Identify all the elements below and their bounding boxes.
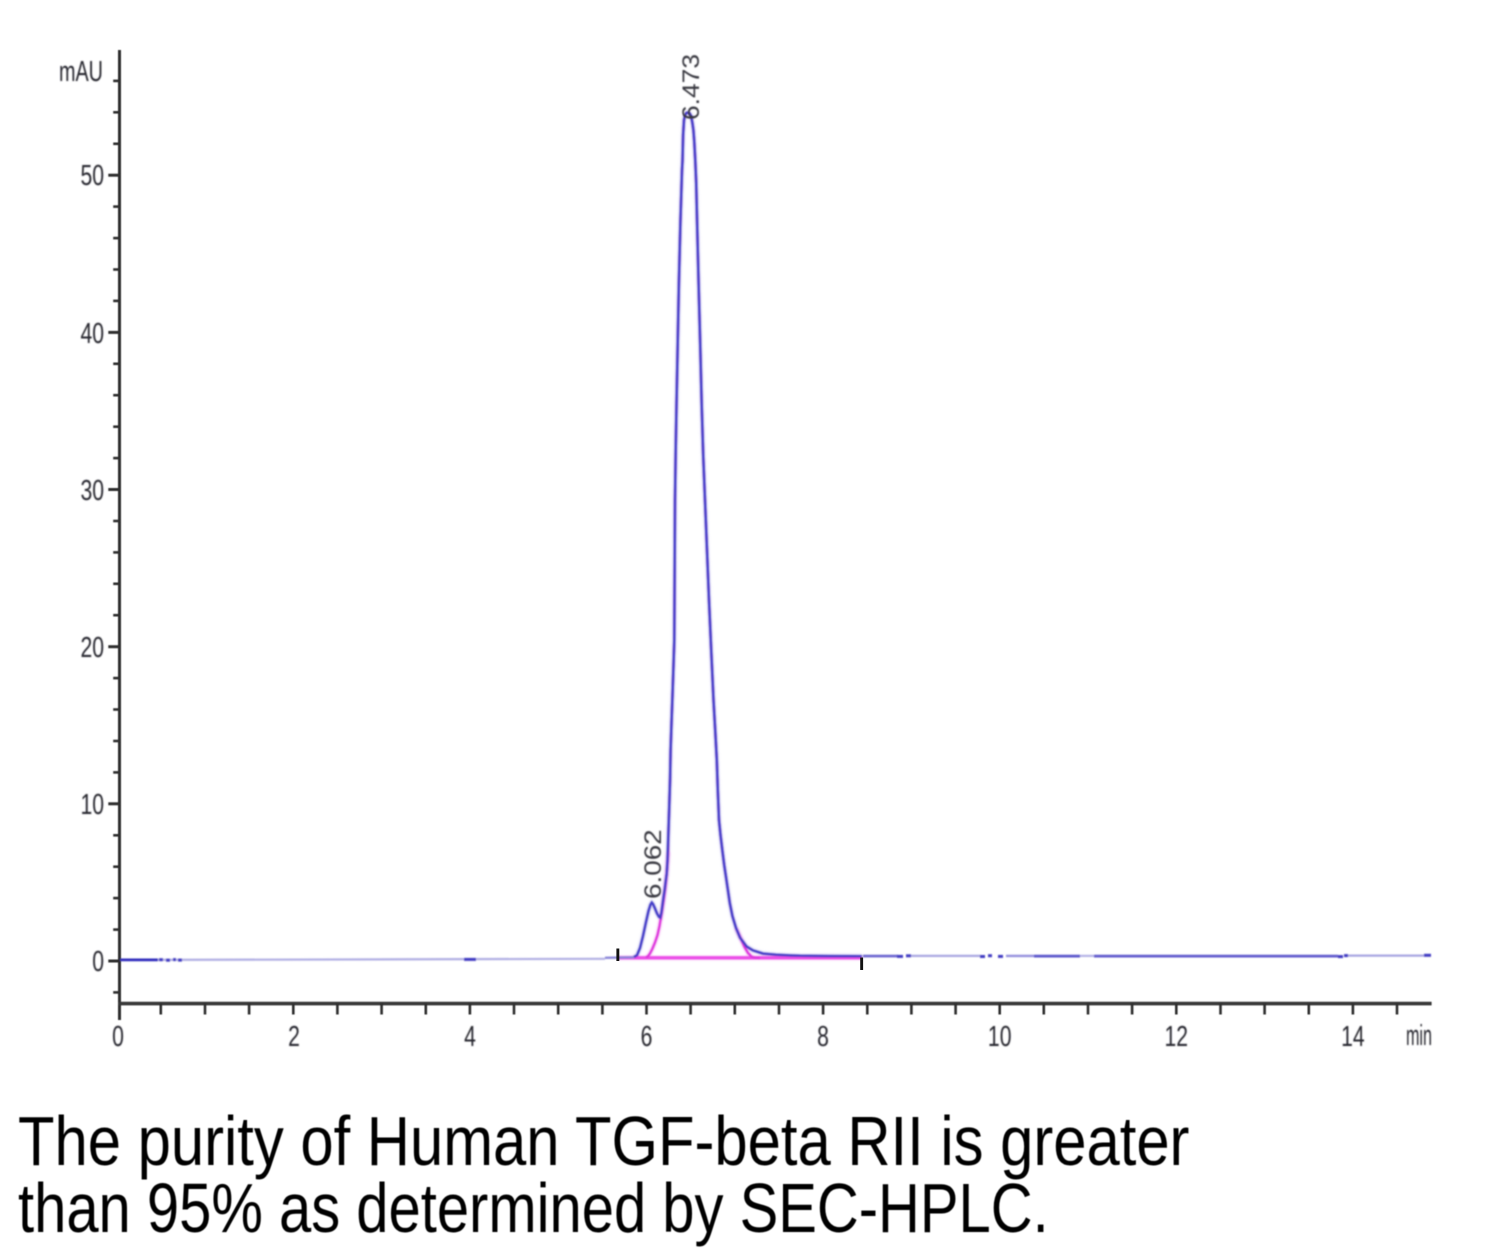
svg-text:The purity of Human TGF-beta R: The purity of Human TGF-beta RII is grea… [18, 1102, 1189, 1181]
svg-text:than 95% as determined by SEC-: than 95% as determined by SEC-HPLC. [18, 1169, 1049, 1247]
svg-text:0: 0 [92, 946, 104, 978]
svg-text:4: 4 [464, 1021, 476, 1053]
svg-text:8: 8 [817, 1021, 829, 1053]
svg-text:40: 40 [80, 318, 104, 350]
svg-text:min: min [1406, 1019, 1432, 1051]
svg-text:50: 50 [80, 160, 104, 192]
svg-text:6: 6 [641, 1021, 653, 1053]
svg-text:14: 14 [1341, 1021, 1365, 1053]
svg-text:10: 10 [80, 789, 104, 821]
svg-text:0: 0 [112, 1021, 124, 1053]
svg-text:10: 10 [988, 1021, 1012, 1053]
svg-text:2: 2 [288, 1021, 300, 1053]
svg-text:12: 12 [1165, 1021, 1189, 1053]
svg-text:20: 20 [80, 632, 104, 664]
svg-text:6.473: 6.473 [678, 54, 705, 120]
svg-text:mAU: mAU [59, 56, 103, 88]
svg-text:6.062: 6.062 [639, 829, 667, 899]
svg-text:30: 30 [80, 475, 104, 507]
